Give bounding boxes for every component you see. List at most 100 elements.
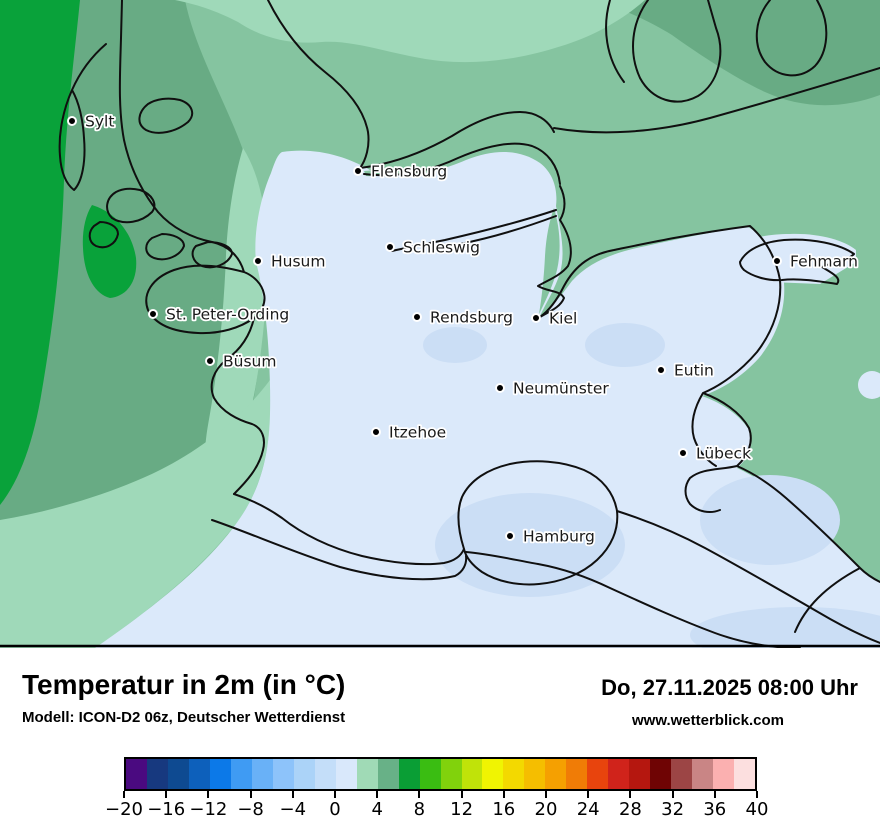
colorbar-segment — [167, 759, 189, 789]
city-marker-flensburg: Flensburg — [353, 161, 449, 182]
city-dot-icon — [495, 383, 505, 393]
city-dot-icon — [385, 242, 395, 252]
colorbar-segment — [272, 759, 294, 789]
colorbar-tick-label: 40 — [745, 799, 769, 820]
mint-southwest — [0, 380, 270, 648]
colorbar-segment — [587, 759, 609, 789]
land-cold-patch-eutin — [585, 323, 665, 367]
colorbar-tick-label: −4 — [279, 799, 307, 820]
colorbar-tick — [545, 791, 547, 798]
city-marker-kiel: Kiel — [531, 308, 579, 329]
colorbar-segment — [461, 759, 483, 789]
colorbar-segment — [188, 759, 210, 789]
city-dot-icon — [656, 365, 666, 375]
city-marker-st-peter-ording: St. Peter-Ording — [148, 304, 291, 325]
city-label: Flensburg — [371, 163, 447, 181]
city-label: Kiel — [549, 310, 577, 328]
north-sea-warm-band — [0, 0, 80, 505]
colorbar-segment — [335, 759, 357, 789]
colorbar-segment — [293, 759, 315, 789]
colorbar-tick-label: 0 — [329, 799, 341, 820]
model-info: Modell: ICON-D2 06z, Deutscher Wetterdie… — [22, 709, 346, 726]
city-marker-buesum: Büsum — [205, 351, 278, 372]
city-dot-icon — [205, 356, 215, 366]
city-dot-icon — [371, 427, 381, 437]
colorbar-segment — [566, 759, 588, 789]
colorbar-tick-label: −12 — [189, 799, 228, 820]
flensburg-fjord-water — [364, 118, 551, 177]
colorbar-tick — [713, 791, 716, 798]
colorbar-segment — [419, 759, 441, 789]
map-canvas: Sylt Flensburg Husum Schleswig St. Peter-Ord… — [0, 0, 880, 663]
colorbar-segment — [734, 759, 756, 789]
north-sea-warm-patch — [82, 205, 137, 298]
website-url: www.wetterblick.com — [632, 712, 784, 729]
colorbar-segment — [482, 759, 504, 789]
colorbar-tick — [334, 791, 336, 798]
city-dot-icon — [678, 448, 688, 458]
forecast-datetime: Do, 27.11.2025 08:00 Uhr — [601, 675, 858, 700]
city-marker-sylt: Sylt — [67, 111, 116, 132]
land-cold-patch-kiel-south — [423, 327, 487, 363]
city-layer: Sylt Flensburg Husum Schleswig St. Peter-Ord… — [67, 111, 860, 547]
city-marker-fehmarn: Fehmarn — [772, 251, 860, 272]
sea-cold-patch-east — [858, 371, 880, 399]
sea-cold-patch-fehmarnsund — [714, 277, 746, 297]
colorbar-tick — [460, 791, 463, 798]
city-label: Eutin — [674, 362, 714, 380]
contour-lines — [0, 0, 880, 649]
colorbar-segment — [356, 759, 378, 789]
city-label: Itzehoe — [389, 424, 446, 442]
colorbar-segment — [650, 759, 672, 789]
colorbar-tick — [165, 791, 168, 798]
colorbar-tick — [207, 791, 210, 798]
colorbar-tick-label: −16 — [147, 799, 186, 820]
colorbar-tick — [587, 791, 590, 798]
colorbar-gradient — [124, 757, 757, 791]
mint-coast-fringe — [204, 148, 268, 498]
city-label: Schleswig — [403, 239, 480, 257]
kiel-fjord-water — [539, 208, 560, 314]
colorbar-tick-label: 8 — [413, 799, 426, 820]
city-dot-icon — [148, 309, 158, 319]
colorbar-tick-label: −8 — [237, 799, 264, 820]
colorbar-tick — [418, 791, 421, 798]
colorbar-tick-label: 36 — [703, 799, 727, 820]
city-label: Sylt — [85, 113, 114, 131]
colorbar-tick-label: 20 — [534, 799, 558, 820]
colorbar-tick — [629, 791, 632, 798]
elbe-river — [211, 493, 801, 649]
city-label: Hamburg — [523, 528, 595, 546]
islands-northsea — [58, 43, 233, 269]
city-dot-icon — [505, 531, 515, 541]
colorbar-segment — [608, 759, 630, 789]
colorbar-tick — [671, 791, 674, 798]
land-cold-patch-luebeck — [700, 475, 840, 565]
temperature-colorbar: −20 −16 −12 −8 −4 0 4 8 12 16 20 24 28 32 36 40 — [105, 757, 768, 821]
colorbar-segment — [314, 759, 336, 789]
sea-sage-northeast — [595, 0, 880, 106]
city-marker-schleswig: Schleswig — [385, 237, 482, 258]
colorbar-segment — [398, 759, 420, 789]
city-marker-hamburg: Hamburg — [505, 526, 597, 547]
city-marker-neumuenster: Neumünster — [495, 378, 611, 399]
colorbar-segment — [440, 759, 462, 789]
mint-top-strip — [175, 0, 645, 63]
land-cold-patch-hamburg — [435, 493, 625, 597]
land-region — [95, 150, 880, 648]
city-marker-rendsburg: Rendsburg — [412, 307, 515, 328]
city-label: Fehmarn — [790, 253, 858, 271]
city-label: Büsum — [223, 353, 276, 371]
city-dot-icon — [772, 256, 782, 266]
colorbar-tick-label: −20 — [105, 799, 143, 820]
city-marker-husum: Husum — [253, 251, 327, 272]
temperature-regions — [0, 0, 880, 663]
colorbar-tick-label: 16 — [492, 799, 516, 820]
city-label: St. Peter-Ording — [166, 306, 289, 324]
colorbar-tick — [756, 791, 758, 798]
city-label: Neumünster — [513, 380, 609, 398]
colorbar-segment — [377, 759, 399, 789]
fehmarn-coastline — [739, 238, 855, 285]
city-label: Rendsburg — [430, 309, 513, 327]
colorbar-segment — [671, 759, 693, 789]
